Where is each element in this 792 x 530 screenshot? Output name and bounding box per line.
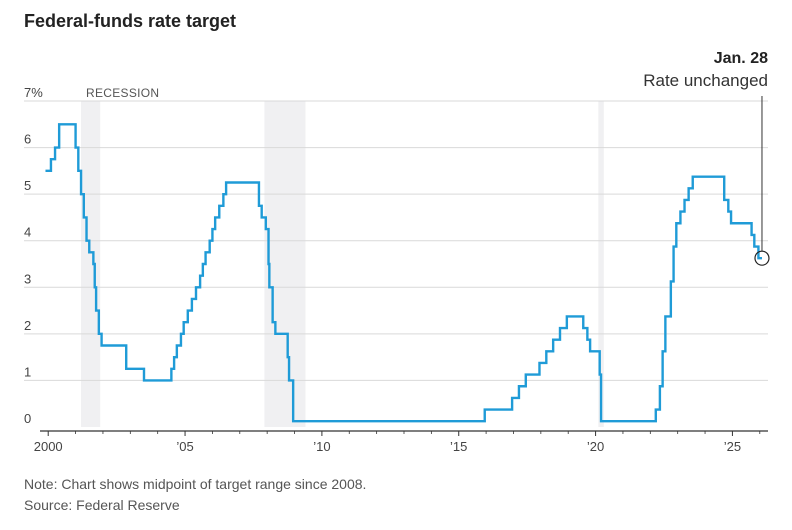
x-tick-label-2010: ’10 xyxy=(313,439,330,454)
annotation-circle-marker xyxy=(754,250,770,266)
recession-band-2 xyxy=(598,101,604,427)
y-axis: 7% 6 5 4 3 2 1 0 xyxy=(24,85,43,426)
recession-label: RECESSION xyxy=(86,86,159,100)
grid-lines xyxy=(24,100,768,381)
y-tick-label-5: 5 xyxy=(24,178,31,193)
x-tick-label-2025: ’25 xyxy=(724,439,741,454)
y-tick-label-4: 4 xyxy=(24,225,31,240)
recession-bands xyxy=(81,101,604,427)
x-tick-label-2005: ’05 xyxy=(176,439,193,454)
annotation-date: Jan. 28 xyxy=(713,50,768,67)
chart-title: Federal-funds rate target xyxy=(24,11,237,31)
y-tick-label-1: 1 xyxy=(24,364,31,379)
x-tick-label-2000: 2000 xyxy=(34,439,63,454)
y-tick-label-2: 2 xyxy=(24,318,31,333)
chart-source: Source: Federal Reserve xyxy=(24,497,180,513)
x-tick-label-2020: ’20 xyxy=(587,439,604,454)
series-line-0 xyxy=(45,123,762,423)
recession-band-0 xyxy=(81,101,101,427)
y-tick-label-0: 0 xyxy=(24,411,31,426)
rate-chart: RECESSION 7% 6 5 4 3 2 1 0 2000 ’05 ’10 ’15 ’20 ’25 xyxy=(24,85,770,454)
y-tick-label-6: 6 xyxy=(24,132,31,147)
chart-note: Note: Chart shows midpoint of target ran… xyxy=(24,476,367,492)
y-tick-label-3: 3 xyxy=(24,271,31,286)
annotation-marker-group xyxy=(754,96,770,266)
x-tick-label-2015: ’15 xyxy=(450,439,467,454)
y-tick-label-7: 7% xyxy=(24,85,43,100)
recession-band-1 xyxy=(264,101,306,427)
annotation-text: Rate unchanged xyxy=(643,71,768,90)
x-axis: 2000 ’05 ’10 ’15 ’20 ’25 xyxy=(34,430,768,454)
series-group xyxy=(45,123,762,423)
